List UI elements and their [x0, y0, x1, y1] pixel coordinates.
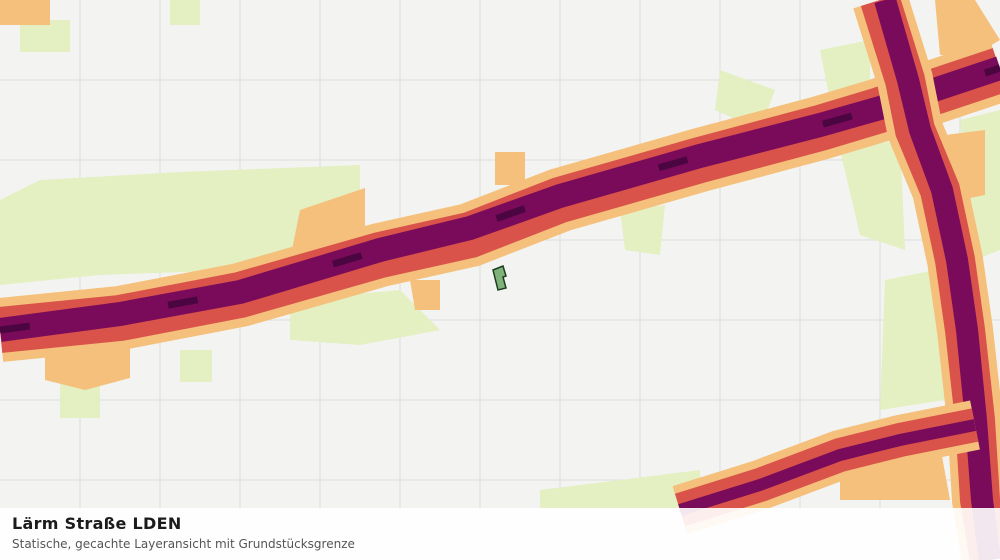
- noise-zone-low: [620, 205, 665, 255]
- map-title: Lärm Straße LDEN: [12, 514, 182, 533]
- noise-zone-mid: [945, 130, 985, 200]
- noise-zone-mid: [410, 280, 440, 310]
- noise-side-road: [853, 0, 1000, 560]
- parcel-boundary[interactable]: [492, 264, 507, 291]
- noise-band-purple: [678, 419, 977, 516]
- noise-zone-low: [540, 470, 700, 508]
- caption-bar: Lärm Straße LDEN Statische, gecachte Lay…: [0, 508, 1000, 560]
- noise-zone-low: [20, 20, 70, 52]
- noise-zone-mid: [495, 152, 525, 185]
- noise-band-dark: [0, 64, 1000, 334]
- noise-zone-mid: [0, 0, 50, 25]
- noise-zone-mid: [935, 0, 1000, 55]
- noise-zone-low: [180, 350, 212, 382]
- noise-zone-low: [60, 380, 100, 418]
- map-subtitle: Statische, gecachte Layeransicht mit Gru…: [12, 537, 355, 551]
- noise-zone-low: [840, 140, 905, 250]
- noise-band-purple: [874, 0, 1000, 560]
- noise-main-road: [0, 39, 1000, 362]
- noise-zone-low: [290, 290, 440, 345]
- noise-zone-low: [170, 0, 200, 25]
- noise-zone-low: [880, 270, 945, 410]
- noise-bottom-road: [672, 400, 980, 534]
